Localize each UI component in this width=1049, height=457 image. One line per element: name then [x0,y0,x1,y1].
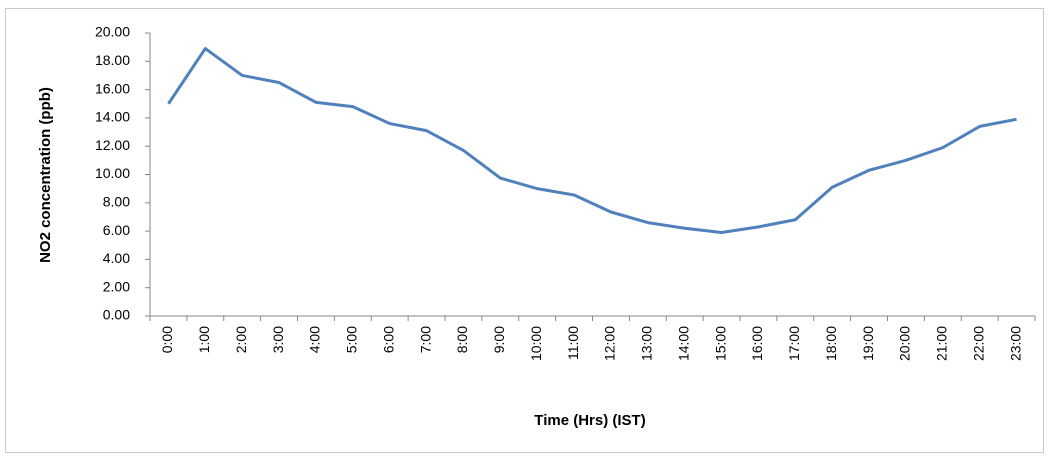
y-tick-label: 2.00 [103,278,130,294]
x-tick-label: 3:00 [270,326,286,353]
y-tick-label: 8.00 [103,194,130,210]
x-tick-label: 8:00 [454,326,470,353]
x-tick-label: 6:00 [380,326,396,353]
x-tick-label: 18:00 [823,326,839,361]
y-axis-title: NO2 concentration (ppb) [37,87,54,263]
x-tick-label: 1:00 [196,326,212,353]
x-tick-label: 15:00 [712,326,728,361]
y-tick-label: 16.00 [95,80,130,96]
x-tick-label: 13:00 [639,326,655,361]
x-tick-label: 12:00 [602,326,618,361]
x-tick-label: 16:00 [749,326,765,361]
x-tick-label: 10:00 [528,326,544,361]
y-tick-label: 10.00 [95,165,130,181]
x-tick-label: 19:00 [860,326,876,361]
x-tick-label: 14:00 [675,326,691,361]
y-tick-label: 18.00 [95,52,130,68]
x-tick-label: 0:00 [159,326,175,353]
x-tick-label: 17:00 [786,326,802,361]
y-tick-label: 4.00 [103,250,130,266]
y-tick-label: 6.00 [103,222,130,238]
x-axis-title: Time (Hrs) (IST) [534,412,645,429]
x-tick-label: 2:00 [233,326,249,353]
x-tick-label: 4:00 [307,326,323,353]
x-tick-label: 7:00 [417,326,433,353]
x-tick-label: 22:00 [970,326,986,361]
x-tick-label: 5:00 [344,326,360,353]
y-tick-label: 14.00 [95,109,130,125]
x-tick-label: 20:00 [897,326,913,361]
y-tick-label: 20.00 [95,24,130,40]
x-tick-label: 21:00 [934,326,950,361]
data-line [167,47,1017,235]
x-tick-label: 11:00 [565,326,581,360]
chart-frame [5,8,1044,453]
x-tick-label: 23:00 [1007,326,1023,361]
y-tick-label: 12.00 [95,137,130,153]
y-tick-label: 0.00 [103,307,130,323]
x-tick-label: 9:00 [491,326,507,353]
